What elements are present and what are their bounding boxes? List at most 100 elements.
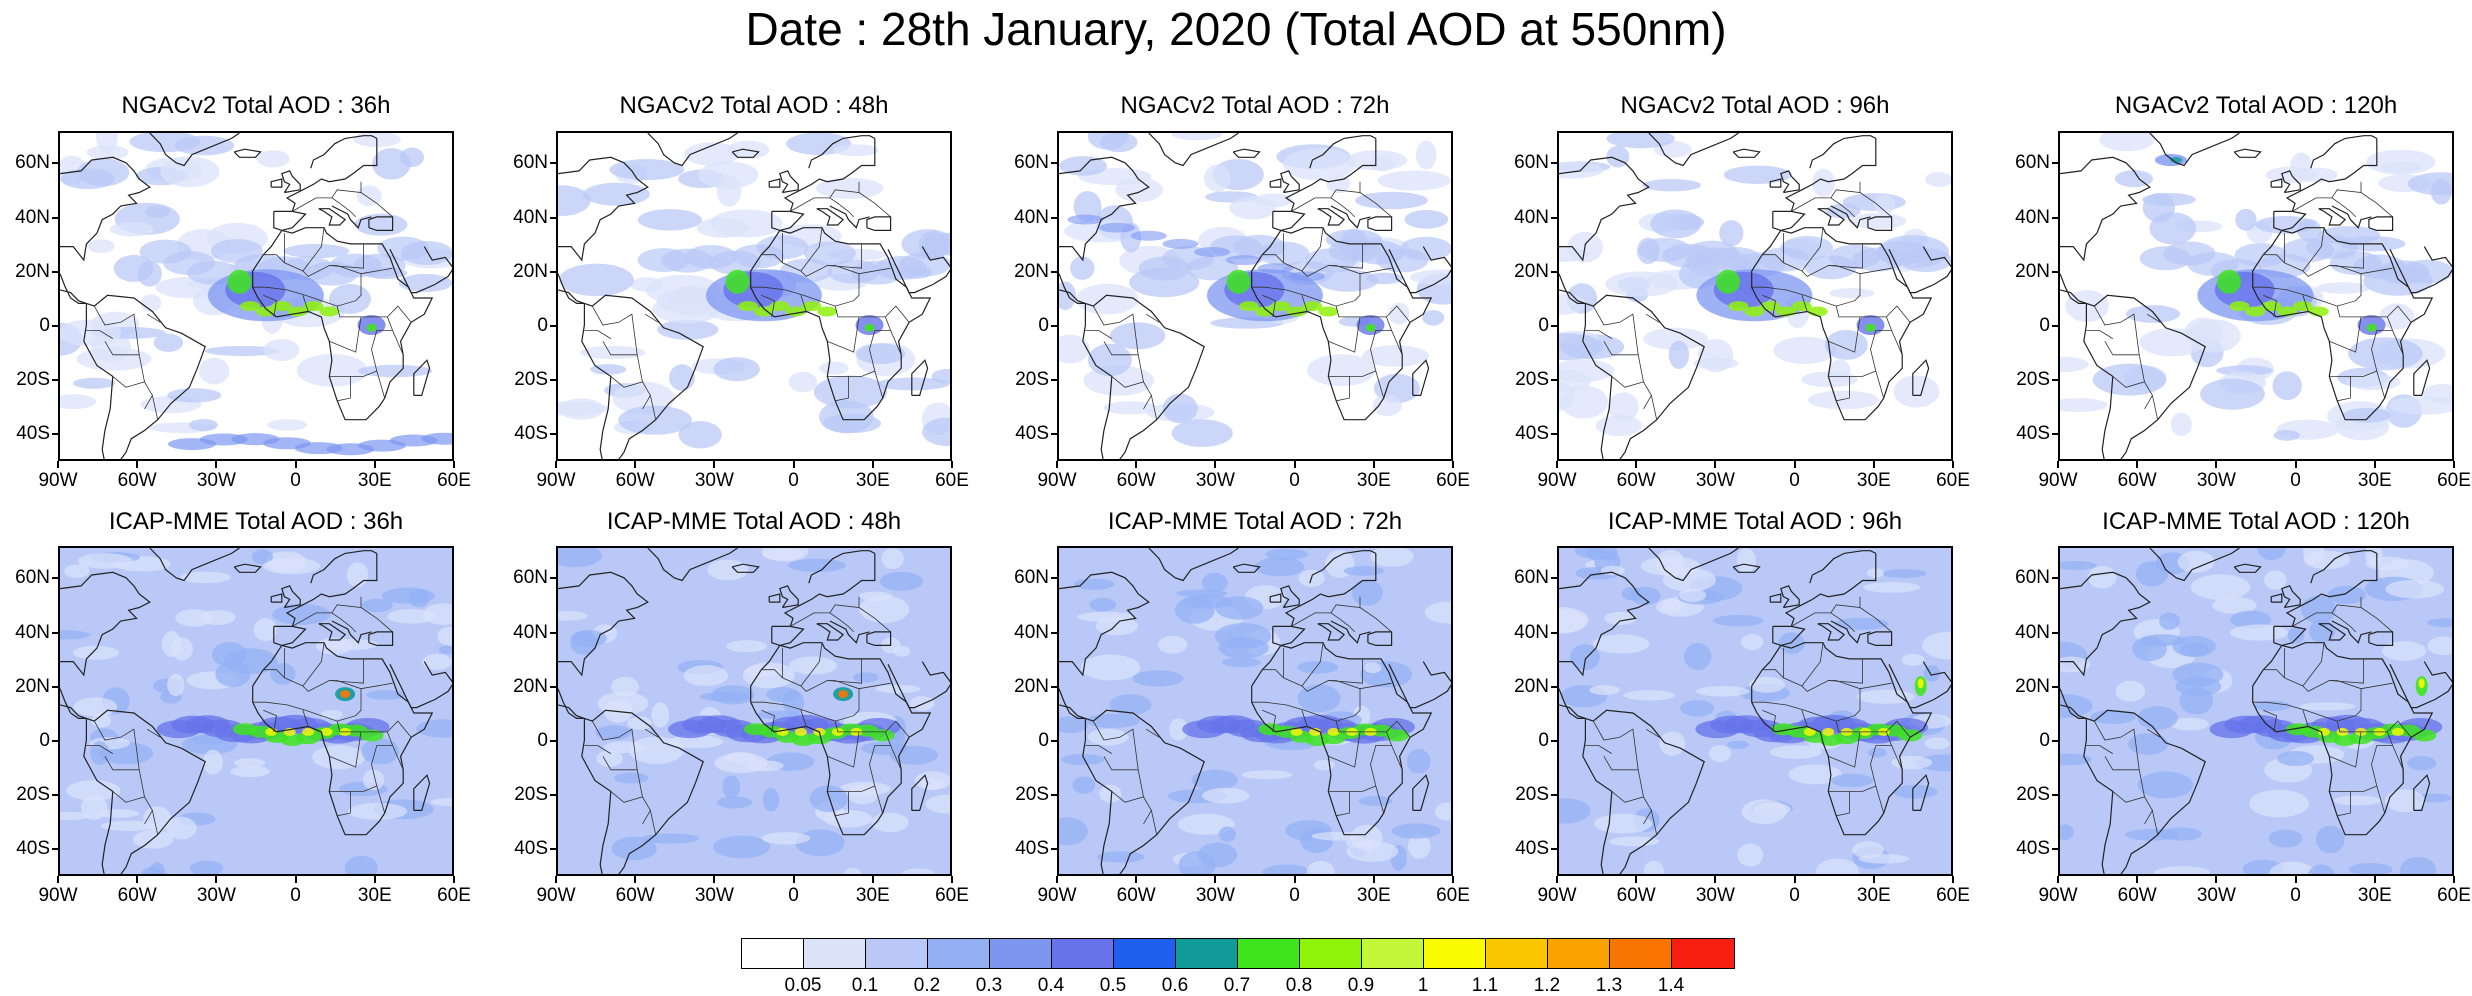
coastline-greenland [647,548,738,582]
aod-plume [356,185,382,206]
country-border [360,267,393,275]
panel-title: NGACv2 Total AOD : 96h [1620,92,1890,119]
aod-plume [2272,371,2302,401]
lat-tick-mark [52,631,58,634]
lon-tick-mark [2453,461,2455,468]
aod-plume [1171,419,1233,447]
coastline-scandinavia [1809,550,1877,584]
lon-tick-mark [1793,876,1796,883]
coastline-europe [1284,553,1377,627]
coastline-scandinavia [2310,135,2378,169]
coastline-iceland [2233,148,2262,158]
lat-tick-label: 60N [15,567,50,589]
country-border [2112,791,2153,811]
map-panel [2058,546,2454,876]
country-border [1801,642,1824,687]
lon-tick-mark [453,876,455,883]
lon-tick-mark [294,461,297,468]
coastline-britain [1780,585,1800,609]
aod-plume [1606,133,1675,149]
aod-plume [416,719,452,738]
lat-tick-mark [550,631,556,634]
map-canvas [1559,133,1951,459]
aod-plume [1087,343,1132,377]
aod-plume [1728,301,1749,312]
country-border [1301,227,1324,272]
aod-plume [1434,802,1451,821]
aod-plume [787,558,847,572]
aod-plume [2216,269,2241,294]
aod-plume [2308,306,2329,317]
lat-tick-label: 40N [513,621,548,643]
aod-plume [1881,569,1927,579]
panel-title: ICAP-MME Total AOD : 48h [606,508,902,535]
lon-tick-label: 0 [2290,885,2301,906]
coastline-britain [1280,170,1300,194]
aod-plume [2235,208,2257,231]
aod-plume [1901,653,1925,666]
aod-plume [2060,694,2093,718]
lon-tick-label: 60W [2117,885,2157,906]
aod-plume [1607,392,1640,422]
lon-tick-label: 60E [437,470,471,491]
country-border [1092,305,1139,355]
aod-plume [145,205,170,218]
lat-tick-mark [52,847,58,850]
coastline-europe [783,553,876,627]
country-border [1328,731,1361,768]
aod-plume [1824,329,1868,360]
lat-tick-mark [1051,378,1057,381]
panel-title: ICAP-MME Total AOD : 120h [2102,508,2410,535]
country-border [2337,376,2351,402]
aod-plume [1157,635,1188,654]
aod-plume [96,809,139,818]
aod-plume [1589,685,1621,696]
lat-tick-label: 0 [1538,314,1549,336]
aod-plume [64,564,90,579]
country-border [93,305,140,355]
colorbar-swatch [1424,939,1486,968]
colorbar-swatch [990,939,1052,968]
aod-plume [609,159,685,181]
aod-plume [2287,627,2305,644]
aod-plume [707,559,749,581]
country-border [1603,341,1644,382]
lon-tick-label: 90W [1537,885,1577,906]
lon-tick-label: 90W [38,885,78,906]
lat-tick-mark [550,685,556,688]
aod-plume [1852,841,1884,859]
aod-plume [713,357,760,382]
lon-tick-label: 90W [536,470,576,491]
country-border [376,785,386,814]
country-border [858,682,891,690]
country-border [1359,607,1392,633]
country-border [1251,669,1361,722]
country-border [1336,791,1350,817]
country-border [761,294,775,317]
country-border [2302,295,2309,312]
country-border [2292,596,2362,627]
lat-tick-label: 20S [514,368,548,390]
lon-tick-label: 30W [1695,470,1735,491]
lat-tick-label: 40N [1014,206,1049,228]
lat-tick-label: 20N [1014,260,1049,282]
aod-plume [2090,709,2136,725]
lon-tick-mark [294,876,297,883]
country-border [1859,607,1892,633]
coastline-iceland [233,148,262,158]
lat-tick-label: 60N [1514,567,1549,589]
aod-plume [1604,611,1637,625]
colorbar-swatch [1362,939,1424,968]
country-border [329,316,362,353]
country-border [2392,330,2404,355]
aod-plume [2137,706,2178,730]
aod-plume [2142,193,2196,206]
lon-tick-mark [713,876,716,883]
aod-plume [762,788,780,812]
aod-plume [838,690,849,699]
lat-tick-mark [550,378,556,381]
aod-plume [2177,550,2215,573]
coastline-arabia [887,246,950,294]
coastline-italy [318,623,347,641]
aod-plume [853,672,879,683]
